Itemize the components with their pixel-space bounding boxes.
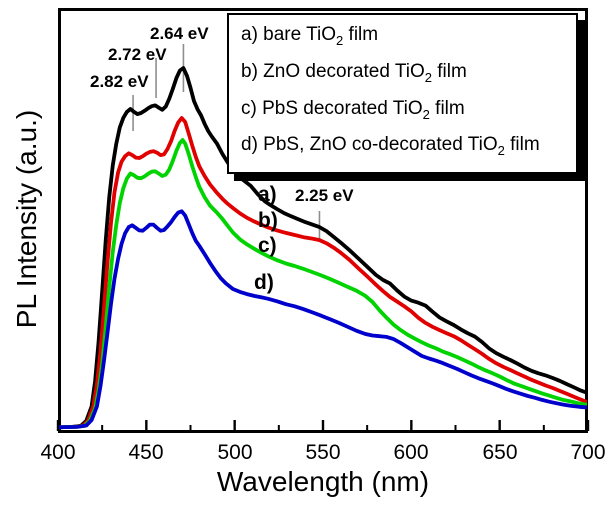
x-tick-label-700: 700 — [570, 441, 606, 464]
x-tick-label-600: 600 — [393, 441, 429, 464]
x-axis-ticks — [56, 420, 590, 431]
y-axis-label: PL Intensity (a.u.) — [11, 109, 42, 329]
axes-frame — [58, 8, 588, 433]
legend-entry-c: c) PbS decorated TiO2 film — [241, 93, 571, 130]
x-tick-label-500: 500 — [217, 441, 253, 464]
legend-entry-b: b) ZnO decorated TiO2 film — [241, 56, 571, 93]
annotation-2.82ev: 2.82 eV — [90, 72, 149, 91]
legend-entry-a-suffix: film — [343, 24, 379, 45]
legend-entry-d-subscript: 2 — [497, 143, 505, 159]
x-tick-label-400: 400 — [40, 441, 76, 464]
legend-entry-c-subscript: 2 — [422, 106, 430, 122]
annotation-2.25ev: 2.25 eV — [295, 186, 354, 205]
curve-label-c: c) — [258, 234, 277, 257]
x-axis-label: Wavelength (nm) — [216, 466, 430, 497]
x-tick-label-550: 550 — [305, 441, 341, 464]
x-tick-label-650: 650 — [482, 441, 518, 464]
legend-entry-b-subscript: 2 — [424, 69, 432, 85]
curve-label-b: b) — [258, 209, 278, 232]
legend-entry-b-suffix: film — [431, 60, 467, 82]
legend-entry-c-suffix: film — [429, 97, 465, 119]
annotation-2.64ev: 2.64 eV — [150, 24, 209, 43]
annotation-2.72ev: 2.72 eV — [108, 45, 167, 64]
legend-entry-a-subscript: 2 — [336, 32, 344, 48]
spectra-curves — [59, 66, 587, 430]
legend-entry-a-text: a) bare TiO — [241, 24, 337, 45]
legend-entry-d: d) PbS, ZnO co-decorated TiO2 film — [241, 129, 571, 166]
legend-entry-d-text: d) PbS, ZnO co-decorated TiO — [241, 134, 498, 156]
legend-entry-a: a) bare TiO2 film — [241, 19, 571, 56]
curve-c — [59, 138, 587, 430]
curve-b — [59, 116, 587, 430]
curve-d — [59, 209, 587, 430]
plot-frame — [58, 8, 588, 433]
legend-box: a) bare TiO2 film b) ZnO decorated TiO2 … — [227, 13, 578, 175]
legend-entry-d-suffix: film — [504, 134, 540, 156]
legend-entry-c-text: c) PbS decorated TiO — [241, 97, 423, 119]
x-tick-label-450: 450 — [128, 441, 164, 464]
curve-label-d: d) — [254, 271, 274, 294]
curve-a — [59, 66, 587, 430]
legend-entry-b-text: b) ZnO decorated TiO — [241, 60, 425, 82]
curve-label-a: a) — [258, 183, 277, 206]
